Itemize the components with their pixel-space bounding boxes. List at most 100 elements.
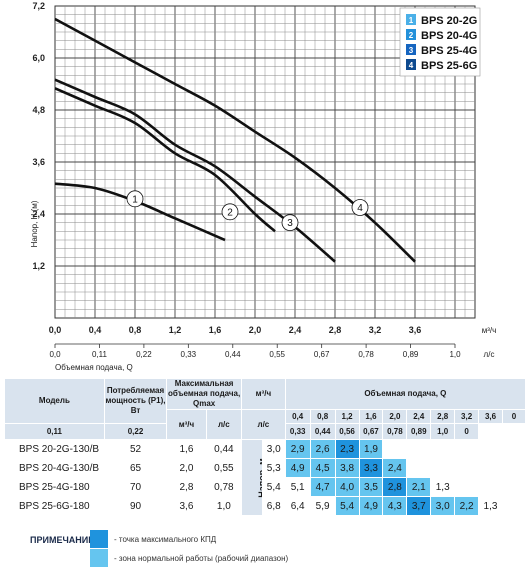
qmax-ls-cell: 0,78 <box>205 477 243 497</box>
table-row: BPS 25-4G-180 70 2,8 0,78 5,4 5,1 4,7 4,0 3,5 2,8… <box>4 477 526 497</box>
x-unit-m3: м³/ч <box>482 326 497 335</box>
head-value-cell: 3,7 <box>406 496 432 516</box>
head-value-cell: 3,0 <box>261 439 286 459</box>
y-tick-label: 4,8 <box>32 105 45 115</box>
head-value-cell: 5,3 <box>261 458 286 478</box>
working-range-swatch <box>90 549 108 567</box>
head-value-cell: 2,8 <box>382 477 408 497</box>
head-value-cell: 3,0 <box>430 496 456 516</box>
x-tick-label-m3: 1,2 <box>169 325 182 335</box>
curve-marker <box>126 190 144 208</box>
q-m3-cell: 1,6 <box>358 409 384 424</box>
header-model: Модель <box>4 378 105 424</box>
model-cell: BPS 25-4G-180 <box>4 477 105 497</box>
head-label: Напор, м <box>256 458 263 498</box>
model-cell: BPS 20-4G-130/B <box>4 458 105 478</box>
head-axis-cell: Напор, м <box>241 439 263 516</box>
power-cell: 70 <box>103 477 168 497</box>
legend-number: 3 <box>409 46 414 55</box>
x-tick-label-ls: 0,44 <box>225 350 241 359</box>
power-cell: 90 <box>103 496 168 516</box>
q-m3-cell: 2,4 <box>406 409 432 424</box>
q-ls-cell: 0,89 <box>406 423 432 440</box>
qmax-m3-cell: 1,6 <box>166 439 207 459</box>
head-value-cell: 4,3 <box>382 496 408 516</box>
curve-marker-label: 2 <box>227 207 233 218</box>
qmax-ls-cell: 0,55 <box>205 458 243 478</box>
q-m3-cell: 3,2 <box>454 409 480 424</box>
x-tick-label-ls: 0,33 <box>181 350 197 359</box>
q-m3-cell: 2,8 <box>430 409 456 424</box>
qmax-m3-cell: 2,0 <box>166 458 207 478</box>
table-row: BPS 25-6G-180 90 3,6 1,0 6,8 6,4 5,9 5,4 4,9 4,3 3… <box>4 496 526 516</box>
head-value-cell: 1,3 <box>478 496 503 516</box>
x-tick-label-m3: 0,8 <box>129 325 142 335</box>
q-m3-cell: 0,8 <box>309 409 336 424</box>
x-tick-label-ls: 1,0 <box>449 350 461 359</box>
x-unit-ls: л/с <box>484 350 495 359</box>
head-value-cell <box>454 458 480 478</box>
model-cell: BPS 20-2G-130/B <box>4 439 105 459</box>
legend-label: BPS 20-4G <box>421 30 477 42</box>
q-m3-cell: 0,4 <box>284 409 311 424</box>
head-value-cell: 2,2 <box>454 496 480 516</box>
head-value-cell <box>406 439 432 459</box>
max-efficiency-swatch <box>90 530 108 548</box>
head-value-cell: 2,1 <box>406 477 432 497</box>
head-value-cell: 5,4 <box>261 477 286 497</box>
head-value-cell: 3,3 <box>358 458 384 478</box>
head-value-cell <box>382 439 408 459</box>
qmax-ls-cell: 1,0 <box>205 496 243 516</box>
legend-number: 1 <box>409 16 414 25</box>
spec-table: Модель Потребляемая мощность (Р1), Вт Ма… <box>4 378 527 516</box>
x-axis-label: Объемная подача, Q <box>55 363 133 372</box>
y-tick-label: 7,2 <box>32 1 45 11</box>
curve-marker-label: 1 <box>132 194 138 205</box>
head-value-cell: 2,4 <box>382 458 408 478</box>
q-ls-cell: 0,67 <box>358 423 384 440</box>
q-ls-cell: 0,78 <box>382 423 408 440</box>
head-value-cell: 4,9 <box>358 496 384 516</box>
q-m3-cell: 2,0 <box>382 409 408 424</box>
header-qmax-m3: м³/ч <box>166 409 207 440</box>
model-cell: BPS 25-6G-180 <box>4 496 105 516</box>
table-row: BPS 20-4G-130/B 65 2,0 0,55 5,3 4,9 4,5 3,8 3,3 2… <box>4 458 526 478</box>
header-power: Потребляемая мощность (Р1), Вт <box>103 378 168 424</box>
working-range-note: - зона нормальной работы (рабочий диапаз… <box>114 554 289 563</box>
head-value-cell: 1,3 <box>430 477 456 497</box>
q-m3-cell: 0 <box>501 409 527 424</box>
q-m3-cell: 3,6 <box>478 409 503 424</box>
head-value-cell <box>478 477 503 497</box>
head-value-cell: 2,3 <box>334 439 360 459</box>
head-value-cell: 1,9 <box>358 439 384 459</box>
y-tick-label: 1,2 <box>32 261 45 271</box>
x-tick-label-ls: 0,67 <box>314 350 330 359</box>
curve-2 <box>54 87 276 233</box>
head-value-cell: 2,9 <box>284 439 311 459</box>
head-value-cell: 6,4 <box>284 496 311 516</box>
head-value-cell <box>406 458 432 478</box>
q-m3-cell: 1,2 <box>334 409 360 424</box>
head-value-cell <box>478 458 503 478</box>
q-ls-cell: 0,11 <box>4 423 105 440</box>
y-tick-label: 6,0 <box>32 53 45 63</box>
head-value-cell <box>430 439 456 459</box>
performance-chart: 1,2 2,4 3,6 4,8 6,0 7,2 Напор, Н (м) 0,0 0,4 0,8 1… <box>30 1 497 372</box>
x-tick-label-ls: 0,0 <box>49 350 61 359</box>
legend-label: BPS 25-4G <box>421 45 477 57</box>
header-unit-ls: л/с <box>241 409 286 440</box>
q-ls-cell: 0 <box>454 423 480 440</box>
y-axis-label: Напор, Н (м) <box>30 200 39 247</box>
power-cell: 52 <box>103 439 168 459</box>
legend-swatch <box>406 59 416 70</box>
q-ls-cell: 1,0 <box>430 423 456 440</box>
x-tick-label-m3: 3,6 <box>409 325 422 335</box>
y-tick-label: 3,6 <box>32 157 45 167</box>
curve-1 <box>54 182 226 242</box>
power-cell: 65 <box>103 458 168 478</box>
head-value-cell: 4,7 <box>309 477 336 497</box>
curve-marker <box>221 203 239 221</box>
q-ls-cell: 0,22 <box>103 423 168 440</box>
x-tick-label-m3: 0,4 <box>89 325 102 335</box>
